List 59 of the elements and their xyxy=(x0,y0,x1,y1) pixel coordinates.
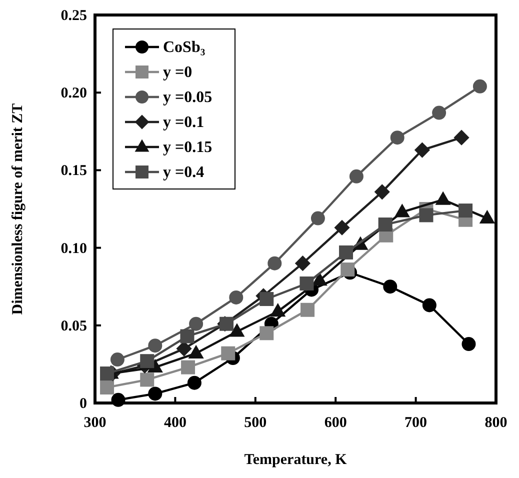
point xyxy=(339,245,354,260)
point xyxy=(414,142,430,158)
point xyxy=(310,211,325,226)
legend-label: y =0.4 xyxy=(163,164,204,181)
point xyxy=(300,302,315,317)
legend-label: y =0.1 xyxy=(163,114,204,131)
point xyxy=(422,298,436,312)
y-tick-label: 0.25 xyxy=(60,8,87,24)
legend-label: y =0.05 xyxy=(163,89,212,106)
point xyxy=(110,352,124,367)
x-tick-label: 300 xyxy=(84,415,106,431)
point xyxy=(140,372,154,387)
y-tick-label: 0.20 xyxy=(60,86,87,102)
y-tick-label: 0.15 xyxy=(60,163,87,180)
point xyxy=(220,316,234,331)
point xyxy=(229,290,244,304)
point xyxy=(229,323,245,337)
point xyxy=(374,184,390,200)
point xyxy=(300,276,314,290)
legend-label: CoSb₃ xyxy=(163,39,206,56)
x-tick-label: 600 xyxy=(324,415,347,431)
point xyxy=(260,292,274,306)
point xyxy=(390,130,404,145)
y-tick-label: 0.05 xyxy=(60,318,87,334)
point xyxy=(334,220,350,236)
point xyxy=(180,329,194,344)
legend-label: y =0 xyxy=(163,64,192,81)
point xyxy=(221,346,236,360)
point xyxy=(462,337,476,352)
point xyxy=(100,366,114,381)
x-tick-label: 700 xyxy=(404,415,428,431)
y-tick-label: 0 xyxy=(80,396,87,412)
x-axis-title: Temperature, K xyxy=(244,452,348,468)
point xyxy=(140,354,154,368)
point xyxy=(189,316,204,331)
x-tick-label: 800 xyxy=(484,415,508,431)
point xyxy=(340,262,355,277)
x-tick-label: 400 xyxy=(164,415,186,431)
x-tick-label: 500 xyxy=(244,415,267,431)
point xyxy=(458,204,473,218)
point xyxy=(100,380,114,394)
point xyxy=(260,326,274,340)
point xyxy=(181,360,196,374)
point xyxy=(349,169,364,184)
point xyxy=(419,208,434,222)
point xyxy=(454,130,470,146)
point xyxy=(472,79,487,94)
point xyxy=(268,256,282,270)
point xyxy=(294,256,311,272)
y-axis-title: Dimensionless figure of merit ZT xyxy=(10,103,26,315)
point xyxy=(187,376,202,390)
point xyxy=(188,344,204,359)
y-tick-label: 0.10 xyxy=(60,240,87,257)
point xyxy=(148,338,162,353)
legend-label: y =0.15 xyxy=(163,139,212,156)
point xyxy=(378,218,392,232)
point xyxy=(432,106,446,120)
point xyxy=(148,386,162,401)
point xyxy=(383,280,398,294)
